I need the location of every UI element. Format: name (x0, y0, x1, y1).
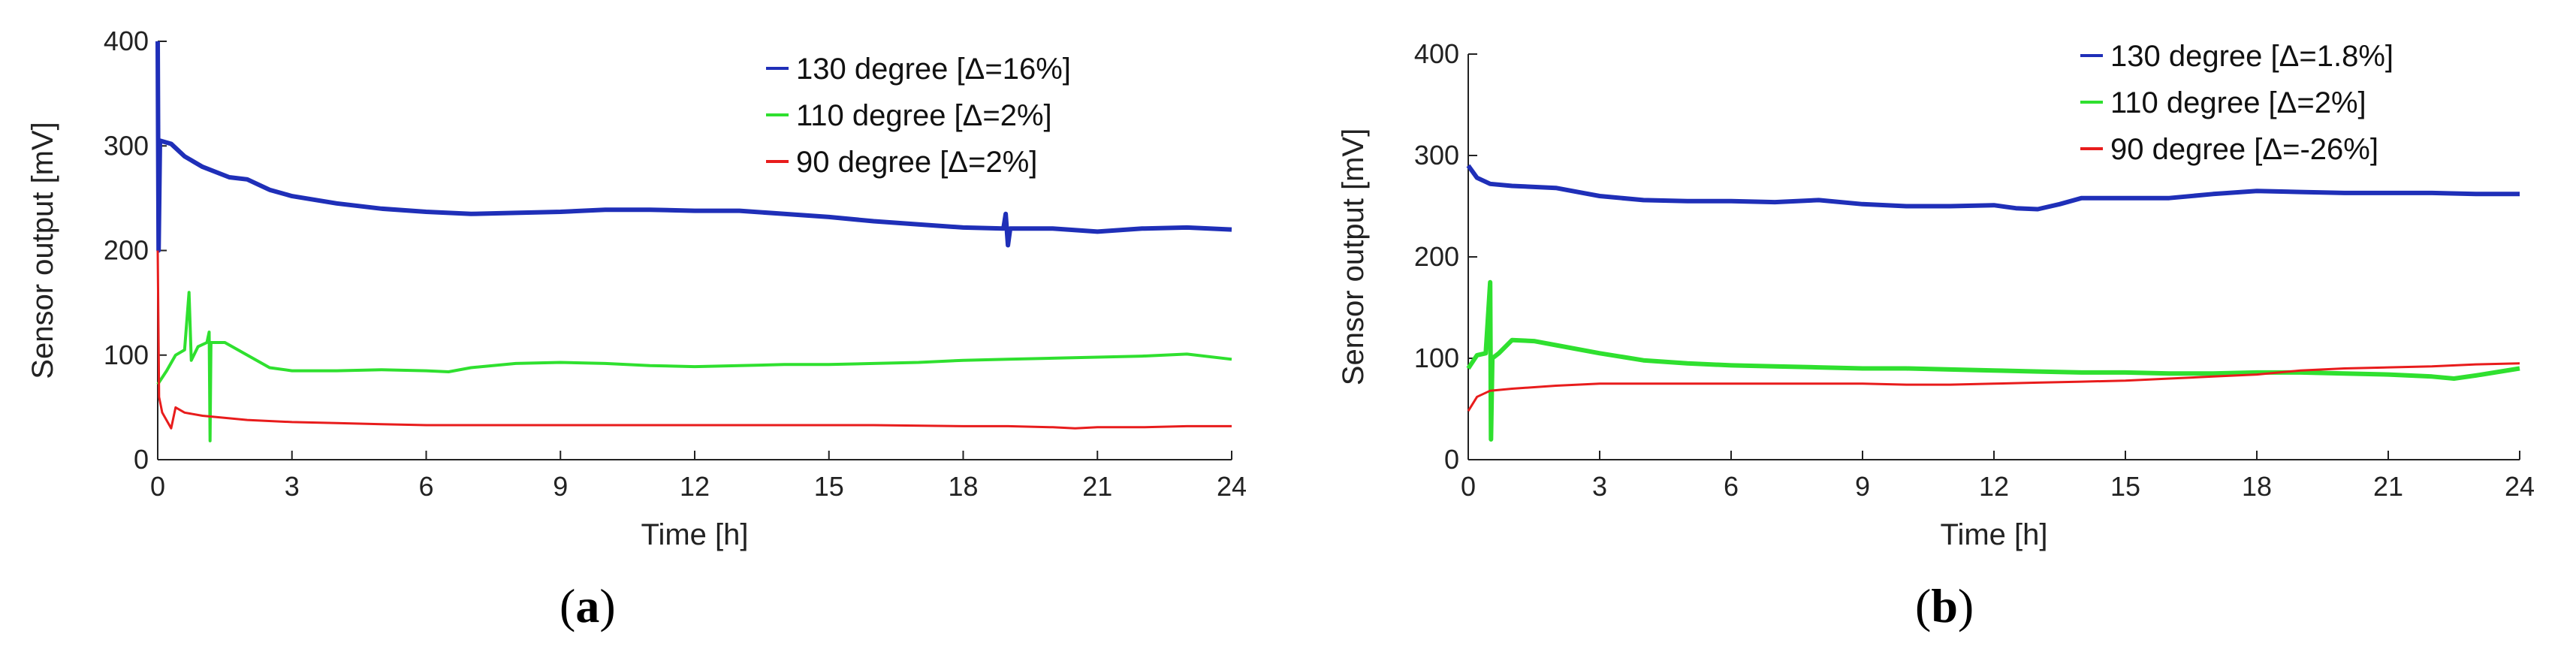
chart-b-x-tick-label: 21 (2373, 471, 2403, 502)
chart-a-y-axis-title: Sensor output [mV] (26, 122, 59, 379)
chart-a-y-tick-label: 200 (104, 235, 149, 266)
chart-b-series-line-2 (1467, 362, 2520, 412)
chart-a-series-line-2 (156, 250, 1232, 430)
chart-b-x-tick-label: 15 (2110, 471, 2140, 502)
chart-b-series-line-1 (1466, 279, 2520, 442)
chart-a-legend-label-0: 130 degree [Δ=16%] (796, 53, 1071, 86)
chart-a-series-line-0 (155, 41, 1232, 253)
chart-a-y-tick-label: 0 (134, 444, 149, 475)
chart-a-plot: 0 3 6 9 12 15 18 21 24 0 100 200 300 400 Time [h] Senso… (26, 26, 1247, 551)
chart-a-series-line-1 (156, 291, 1232, 442)
chart-b-x-tick-label: 0 (1461, 471, 1476, 502)
chart-b-series-line-0 (1466, 164, 2520, 212)
chart-a-legend-label-1: 110 degree [Δ=2%] (796, 99, 1052, 132)
chart-a-y-tick-label: 400 (104, 26, 149, 56)
chart-panel-b: 0 3 6 9 12 15 18 21 24 0 100 200 300 400 Time [h] Senso… (1288, 0, 2576, 667)
chart-a-y-tick-label: 300 (104, 130, 149, 161)
caption-b-open: ( (1915, 579, 1932, 632)
chart-b-y-tick-label: 200 (1414, 241, 1459, 272)
caption-b: (b) (1915, 578, 1974, 634)
chart-b-y-tick-label: 300 (1414, 140, 1459, 171)
chart-a-x-tick-label: 18 (948, 471, 978, 502)
chart-b-x-tick-label: 3 (1592, 471, 1607, 502)
chart-b-legend-label-1: 110 degree [Δ=2%] (2110, 86, 2366, 119)
chart-b-plot: 0 3 6 9 12 15 18 21 24 0 100 200 300 400 Time [h] Senso… (1337, 38, 2535, 551)
chart-b-x-tick-label: 24 (2505, 471, 2535, 502)
chart-b-y-axis-title: Sensor output [mV] (1337, 128, 1370, 385)
chart-panel-a: 0 3 6 9 12 15 18 21 24 0 100 200 300 400 Time [h] Senso… (26, 26, 1247, 634)
chart-a-x-tick-label: 0 (150, 471, 165, 502)
chart-a-y-tick-label: 100 (104, 340, 149, 370)
chart-b-y-tick-label: 0 (1444, 444, 1459, 475)
chart-a-x-tick-label: 15 (814, 471, 844, 502)
chart-a-x-tick-label: 6 (418, 471, 433, 502)
chart-b-x-tick-label: 9 (1855, 471, 1870, 502)
caption-b-close: ) (1957, 579, 1974, 632)
caption-b-letter: b (1931, 579, 1958, 632)
chart-a-x-axis-title: Time [h] (641, 518, 749, 551)
caption-a-close: ) (599, 579, 616, 632)
chart-b-legend-label-0: 130 degree [Δ=1.8%] (2110, 40, 2394, 73)
chart-a-legend-label-2: 90 degree [Δ=2%] (796, 146, 1037, 179)
chart-b-x-tick-label: 12 (1979, 471, 2009, 502)
chart-a-x-tick-label: 21 (1082, 471, 1112, 502)
chart-b-legend-label-2: 90 degree [Δ=-26%] (2110, 133, 2378, 166)
chart-b-x-tick-label: 18 (2242, 471, 2272, 502)
chart-a-x-tick-label: 12 (680, 471, 710, 502)
caption-a-open: ( (560, 579, 576, 632)
chart-b-y-tick-label: 100 (1414, 343, 1459, 373)
chart-a-x-tick-label: 3 (285, 471, 300, 502)
chart-a-x-tick-label: 24 (1217, 471, 1247, 502)
chart-b-x-tick-label: 6 (1724, 471, 1739, 502)
chart-a-x-tick-label: 9 (553, 471, 568, 502)
caption-a: (a) (560, 578, 616, 634)
chart-b-y-tick-label: 400 (1414, 38, 1459, 69)
chart-b-x-axis-title: Time [h] (1941, 518, 2048, 551)
caption-a-letter: a (575, 579, 600, 632)
